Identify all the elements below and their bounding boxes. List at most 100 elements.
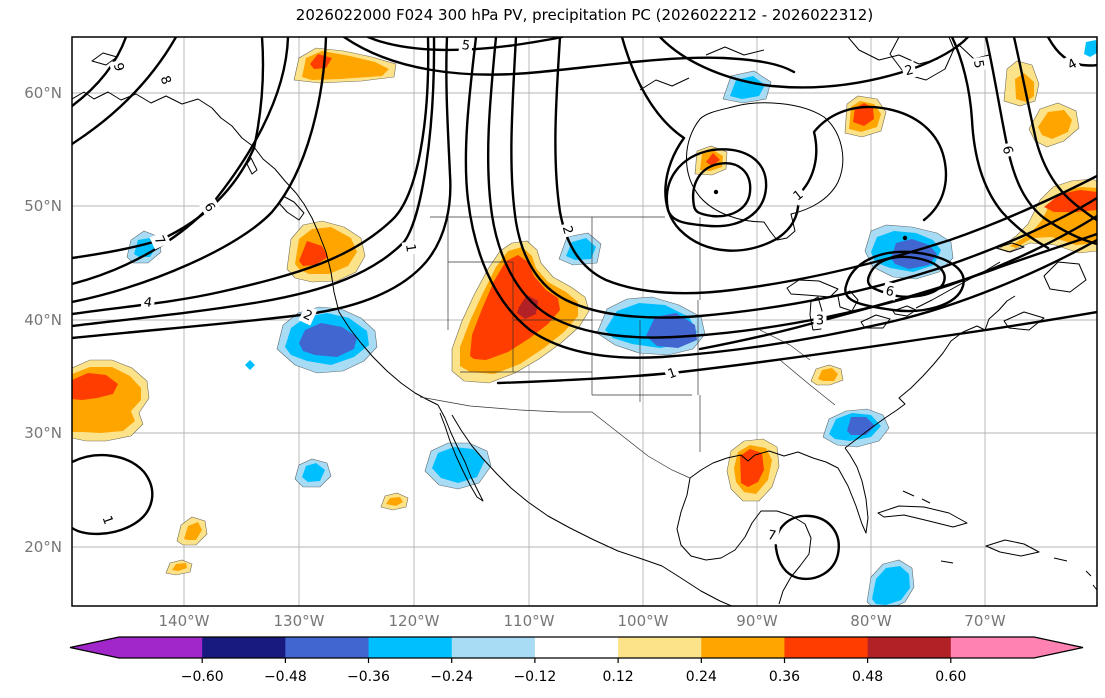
colorbar-segment — [368, 637, 453, 658]
coastline — [676, 477, 812, 605]
contour-label: 6 — [199, 197, 221, 217]
coastline — [985, 539, 1040, 557]
svg-text:1: 1 — [402, 243, 418, 253]
coastline — [437, 404, 484, 502]
shaded-region-colorado-darkred — [517, 295, 538, 319]
colorbar-tick-label: −0.24 — [430, 669, 473, 685]
map-frame — [71, 36, 1098, 607]
x-axis-tick-label: 120°W — [389, 612, 440, 630]
contour-label: 2 — [558, 221, 578, 239]
contour-label: 1 — [97, 510, 119, 530]
pv-contour — [658, 37, 970, 89]
chart-title: 2026022000 F024 300 hPa PV, precipitatio… — [295, 6, 874, 24]
colorbar-tick-label: 0.24 — [686, 669, 717, 685]
svg-text:6: 6 — [884, 284, 895, 300]
colorbar-tick-label: 0.48 — [852, 669, 883, 685]
coastline — [1043, 261, 1087, 293]
colorbar-tick-label: 0.12 — [603, 669, 634, 685]
colorbar-segment — [451, 637, 536, 658]
y-axis-tick-label: 20°N — [24, 538, 62, 556]
coastline — [837, 290, 859, 312]
coastline — [844, 295, 1016, 449]
shaded-region-ne-corner-cyan — [1084, 40, 1097, 57]
contour-label: 5 — [969, 56, 989, 72]
shaded-region-tiny-diamond-cyan — [245, 360, 255, 370]
svg-text:2: 2 — [903, 63, 915, 80]
contour-label: 1 — [662, 362, 682, 384]
pv-contour — [342, 37, 796, 76]
shaded-region-west-pacific-red — [72, 373, 118, 400]
pv-contour — [950, 37, 1050, 250]
coastline — [915, 261, 1001, 309]
shaded-region-california-blue — [299, 323, 357, 357]
colorbar-segment — [119, 637, 203, 658]
coastline — [1085, 570, 1092, 577]
shaded-region-colorado-red — [470, 255, 560, 360]
colorbar-segment — [701, 637, 785, 658]
shaded-region-manitoba-red — [706, 153, 720, 166]
shaded-region-gulfcoast-red — [740, 449, 764, 487]
coastline — [940, 560, 954, 564]
pv-contour — [72, 37, 452, 340]
x-axis-tick-label: 100°W — [618, 612, 669, 630]
pv-contour — [510, 37, 1097, 319]
pv-contour — [366, 37, 564, 52]
contour-label: 6 — [998, 141, 1018, 159]
coastline — [786, 279, 839, 298]
x-axis-tick-label: 130°W — [274, 612, 325, 630]
contour-label: 7 — [764, 525, 780, 545]
shaded-region-kansas-blue — [646, 313, 697, 348]
shaded-region-idaho-cyan — [566, 238, 596, 260]
pv-contour — [72, 37, 128, 108]
x-axis-tick-label: 80°W — [850, 612, 892, 630]
y-axis-tick-label: 30°N — [24, 424, 62, 442]
coastline — [451, 414, 733, 606]
contour-label: 1 — [787, 184, 809, 206]
svg-text:5: 5 — [461, 38, 471, 54]
state-border — [419, 396, 691, 479]
pv-contour — [72, 453, 154, 536]
pv-contour — [72, 37, 265, 260]
pv-contour — [554, 37, 1097, 295]
pv-contour — [1012, 37, 1097, 222]
coastline — [639, 77, 690, 91]
coastline — [847, 37, 939, 65]
colorbar: −0.60 −0.48 −0.36 −0.24 −0.12 0.12 0.24 0.36 0.4… — [69, 636, 1084, 685]
contour-label: 5 — [458, 37, 474, 55]
colorbar-arrow-left — [70, 637, 119, 658]
x-axis-tick-label: 140°W — [159, 612, 210, 630]
pv-contour — [1046, 37, 1097, 67]
shaded-region-pacific-orange-ellipse — [386, 497, 403, 506]
colorbar-segment — [784, 637, 869, 658]
colorbar-segment — [618, 637, 702, 658]
contour-center-dot — [902, 235, 908, 241]
state-border — [779, 359, 836, 406]
svg-text:5: 5 — [970, 59, 986, 70]
pv-contour — [774, 514, 840, 581]
colorbar-tick-label: −0.36 — [347, 669, 390, 685]
map-layers: 9 8 7 6 4 2 1 2 5 1 2 5 4 6 6 3 1 1 7 — [72, 37, 1097, 606]
contour-label: 8 — [155, 70, 177, 90]
pv-contour — [464, 37, 1097, 359]
coastline — [877, 505, 968, 528]
colorbar-tick-label: 0.60 — [935, 669, 966, 685]
contour-label: 1 — [401, 240, 421, 256]
contour-label: 2 — [900, 60, 918, 80]
pv-contour — [72, 37, 328, 304]
shaded-region-labrador-orange2 — [1038, 110, 1072, 139]
colorbar-segment — [867, 637, 952, 658]
colorbar-arrow-right — [1034, 637, 1083, 658]
shaded-region-georgia-orange — [818, 368, 838, 381]
pv-contour — [72, 37, 430, 316]
contour-label: 4 — [140, 292, 156, 312]
coastline — [72, 91, 213, 109]
coastline — [902, 490, 915, 497]
shaded-region-caribbean-cyan — [872, 566, 910, 605]
coastline — [921, 498, 931, 504]
contour-label: 9 — [109, 58, 129, 76]
colorbar-segment — [534, 637, 619, 658]
coastline — [689, 447, 869, 534]
svg-text:4: 4 — [143, 295, 153, 311]
coastline — [705, 46, 765, 56]
shaded-region-pacific-orange-tiny — [172, 563, 187, 571]
